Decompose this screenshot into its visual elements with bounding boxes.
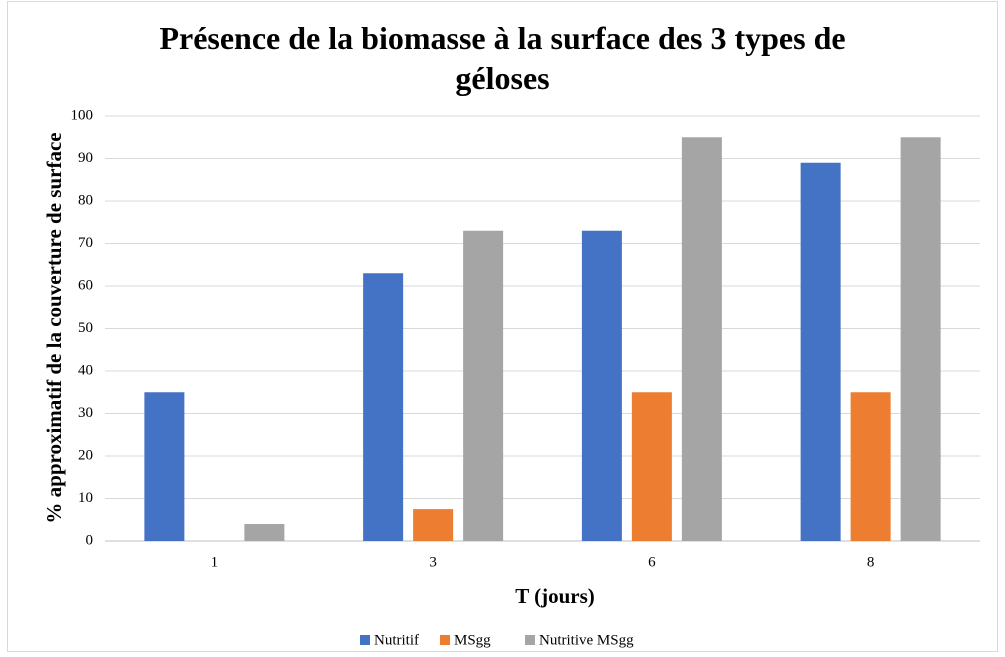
y-tick-label: 0 — [86, 532, 94, 548]
y-tick-label: 100 — [71, 107, 94, 123]
bar — [800, 162, 841, 541]
y-tick-label: 60 — [78, 277, 93, 293]
legend-label: MSgg — [454, 632, 491, 648]
y-tick-label: 40 — [78, 362, 93, 378]
bar — [681, 137, 722, 541]
y-tick-label: 80 — [78, 192, 93, 208]
chart-title: Présence de la biomasse à la surface des… — [159, 20, 846, 96]
legend-swatch — [440, 635, 450, 645]
x-axis-label: T (jours) — [515, 584, 595, 608]
legend-swatch — [360, 635, 370, 645]
bar — [850, 392, 891, 541]
chart-border — [7, 1, 998, 652]
x-tick-label: 3 — [429, 554, 437, 570]
y-tick-label: 10 — [78, 490, 93, 506]
x-tick-label: 6 — [648, 554, 656, 570]
y-axis-label: % approximatif de la couverture de surfa… — [42, 132, 66, 523]
y-tick-label: 70 — [78, 235, 93, 251]
bar — [463, 230, 504, 541]
x-tick-label: 8 — [867, 554, 875, 570]
legend-label: Nutritif — [374, 632, 419, 648]
bar — [144, 392, 185, 541]
y-tick-label: 50 — [78, 320, 93, 336]
bar — [900, 137, 941, 541]
x-tick-label: 1 — [211, 554, 219, 570]
legend-swatch — [525, 635, 535, 645]
y-tick-label: 20 — [78, 447, 93, 463]
bar — [363, 273, 404, 541]
bar — [581, 230, 622, 541]
y-tick-label: 90 — [78, 150, 93, 166]
bar — [244, 524, 285, 541]
bar — [631, 392, 672, 541]
bar — [413, 509, 454, 541]
y-tick-label: 30 — [78, 405, 93, 421]
legend-label: Nutritive MSgg — [539, 632, 634, 648]
